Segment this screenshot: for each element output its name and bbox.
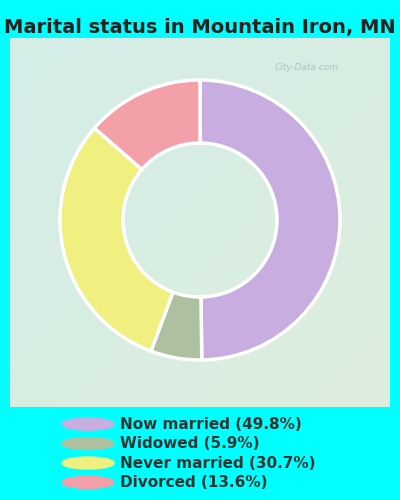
Wedge shape [151,292,202,360]
Wedge shape [94,80,200,170]
Text: Divorced (13.6%): Divorced (13.6%) [120,475,268,490]
Text: Never married (30.7%): Never married (30.7%) [120,456,316,470]
Circle shape [62,476,114,488]
Wedge shape [60,128,173,351]
Text: City-Data.com: City-Data.com [274,62,338,72]
Circle shape [62,438,114,450]
Text: Widowed (5.9%): Widowed (5.9%) [120,436,260,451]
Circle shape [62,418,114,430]
Wedge shape [200,80,340,360]
Text: Marital status in Mountain Iron, MN: Marital status in Mountain Iron, MN [4,18,396,37]
Text: Now married (49.8%): Now married (49.8%) [120,416,302,432]
Circle shape [62,457,114,469]
